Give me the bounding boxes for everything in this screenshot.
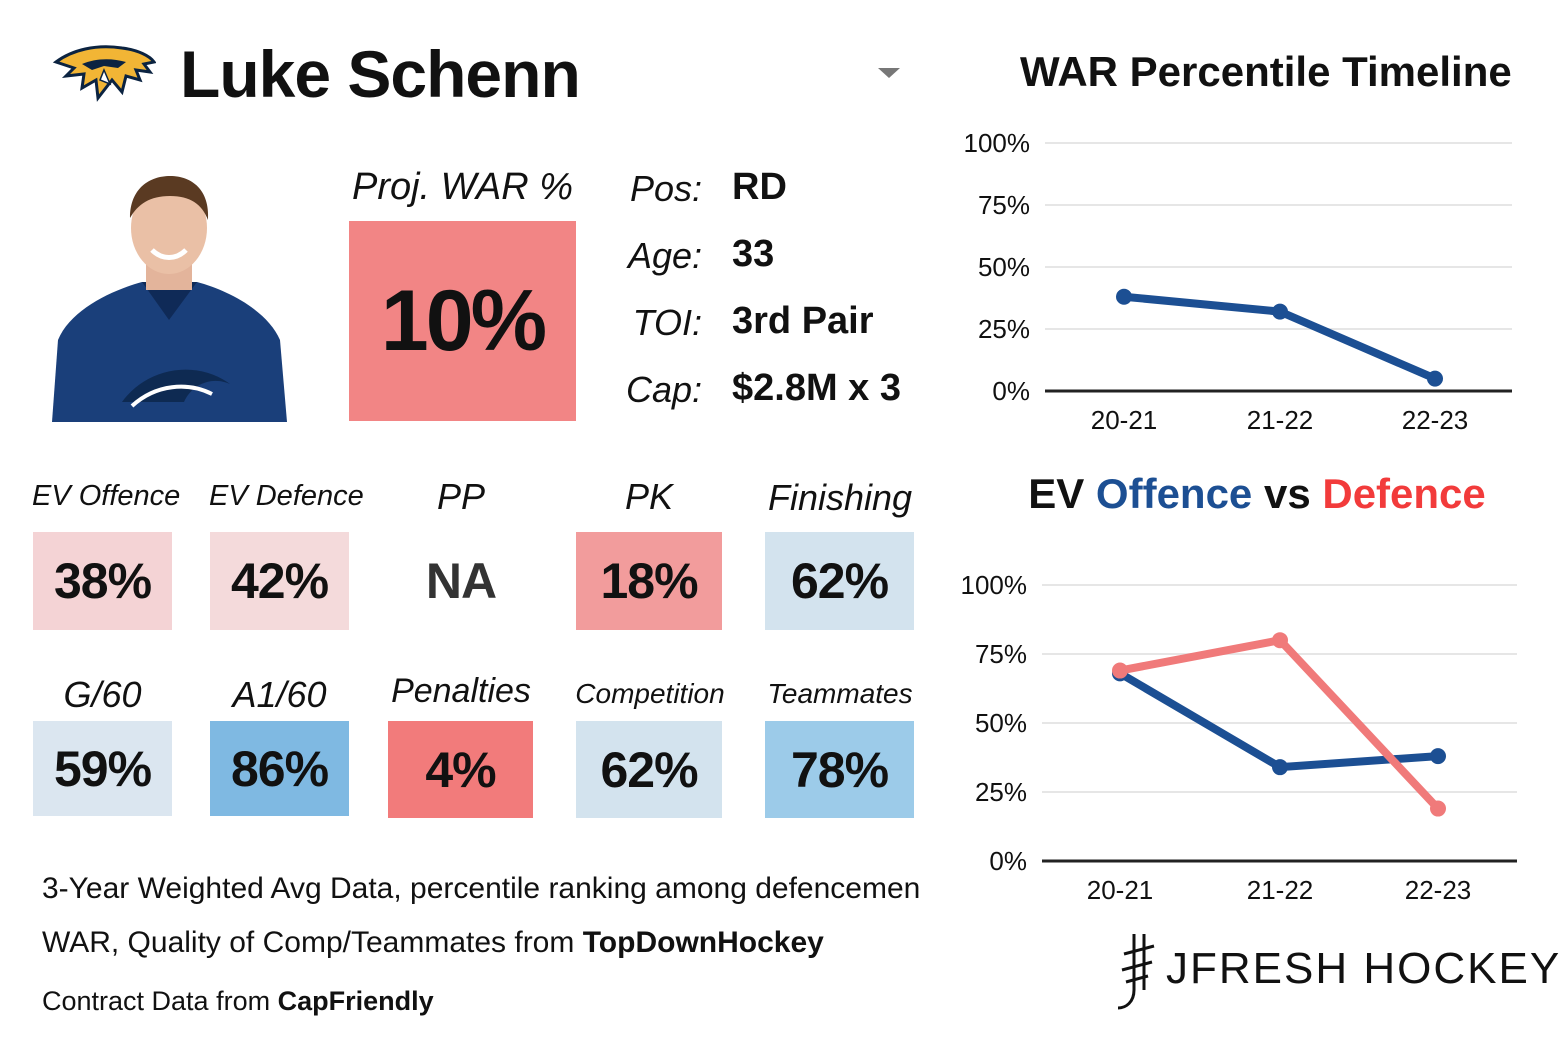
- stat-value-a160: 86%: [210, 721, 349, 816]
- footnote-contract-source: Contract Data from CapFriendly: [42, 986, 434, 1017]
- player-headshot: [52, 170, 287, 422]
- y-tick-label: 75%: [978, 190, 1030, 220]
- stat-value-teammates: 78%: [765, 721, 914, 818]
- predators-logo: [52, 40, 157, 104]
- data-point: [1430, 800, 1446, 817]
- y-tick-label: 50%: [978, 252, 1030, 282]
- chart-war-timeline: 0% 25% 50% 75% 100% 20-21 21-22 22-23: [964, 128, 1512, 435]
- footnote-contract-source-name: CapFriendly: [277, 986, 434, 1016]
- info-value-pos: RD: [732, 166, 787, 208]
- info-value-cap: $2.8M x 3: [732, 367, 901, 409]
- stat-value-g60: 59%: [33, 721, 172, 816]
- x-tick-label: 22-23: [1405, 875, 1472, 905]
- footnote-data-description: 3-Year Weighted Avg Data, percentile ran…: [42, 872, 921, 905]
- footnote-war-source-name: TopDownHockey: [582, 926, 824, 959]
- x-tick-label: 20-21: [1091, 405, 1158, 435]
- stat-label-teammates: Teammates: [767, 678, 913, 709]
- info-value-age: 33: [732, 233, 775, 275]
- chart-ev-title: EV Offence vs Defence: [1020, 470, 1494, 518]
- data-point: [1272, 759, 1288, 776]
- info-key-toi: TOI:: [632, 302, 702, 343]
- footnote-war-source: WAR, Quality of Comp/Teammates from TopD…: [42, 926, 824, 960]
- info-key-pos: Pos:: [629, 168, 702, 209]
- y-tick-label: 75%: [975, 639, 1027, 669]
- chart-ev-title-defence: Defence: [1322, 470, 1486, 517]
- brand-text: JFRESH HOCKEY: [1166, 944, 1562, 993]
- stat-value-pp: NA: [388, 532, 534, 630]
- dropdown-arrow-icon[interactable]: [878, 68, 900, 78]
- data-point: [1430, 748, 1446, 765]
- y-tick-label: 25%: [975, 777, 1027, 807]
- y-tick-label: 100%: [961, 570, 1028, 600]
- chart-ev-offence-defence: 0% 25% 50% 75% 100% 20-21 21-22 22-23: [961, 570, 1517, 905]
- chart-ev-title-vs: vs: [1252, 470, 1323, 517]
- info-key-age: Age:: [627, 235, 702, 276]
- data-point: [1272, 632, 1288, 649]
- stat-value-ev-offence: 38%: [33, 532, 172, 630]
- y-tick-label: 0%: [992, 376, 1030, 406]
- y-tick-label: 50%: [975, 708, 1027, 738]
- footnote-contract-prefix: Contract Data from: [42, 986, 278, 1016]
- proj-war-label: Proj. WAR %: [351, 166, 573, 208]
- y-tick-label: 100%: [964, 128, 1031, 158]
- stat-label-competition: Competition: [575, 678, 725, 709]
- series-line: [1116, 636, 1442, 813]
- stat-label-ev-defence: EV Defence: [209, 480, 364, 512]
- x-tick-label: 20-21: [1087, 875, 1154, 905]
- info-key-cap: Cap:: [625, 369, 702, 410]
- x-tick-label: 21-22: [1247, 405, 1314, 435]
- player-name: Luke Schenn: [180, 37, 581, 111]
- stat-label-pk: PK: [624, 476, 674, 517]
- info-value-toi: 3rd Pair: [732, 300, 874, 342]
- stat-label-penalties: Penalties: [391, 672, 531, 710]
- stat-value-ev-defence: 42%: [210, 532, 349, 630]
- stat-label-pp: PP: [436, 476, 486, 517]
- footnote-war-prefix: WAR, Quality of Comp/Teammates from: [42, 926, 583, 959]
- data-point: [1272, 303, 1288, 320]
- x-tick-label: 21-22: [1247, 875, 1314, 905]
- data-point: [1427, 370, 1443, 387]
- stat-label-g60: G/60: [63, 674, 142, 715]
- jfresh-logo: JFRESH HOCKEY: [1104, 930, 1559, 1010]
- proj-war-value: 10%: [349, 221, 576, 421]
- y-tick-label: 25%: [978, 314, 1030, 344]
- stat-value-competition: 62%: [576, 721, 722, 818]
- stat-value-pk: 18%: [576, 532, 722, 630]
- stat-value-finishing: 62%: [765, 532, 914, 630]
- chart-war-title: WAR Percentile Timeline: [1020, 48, 1512, 95]
- stat-label-finishing: Finishing: [767, 477, 913, 518]
- stat-value-penalties: 4%: [388, 721, 533, 818]
- chart-ev-title-prefix: EV: [1028, 470, 1096, 517]
- x-tick-label: 22-23: [1402, 405, 1469, 435]
- stat-label-a160: A1/60: [232, 674, 327, 715]
- stat-label-ev-offence: EV Offence: [32, 480, 181, 512]
- y-tick-label: 0%: [989, 846, 1027, 876]
- chart-ev-title-offence: Offence: [1095, 470, 1253, 517]
- data-point: [1116, 288, 1132, 305]
- data-point: [1112, 662, 1128, 679]
